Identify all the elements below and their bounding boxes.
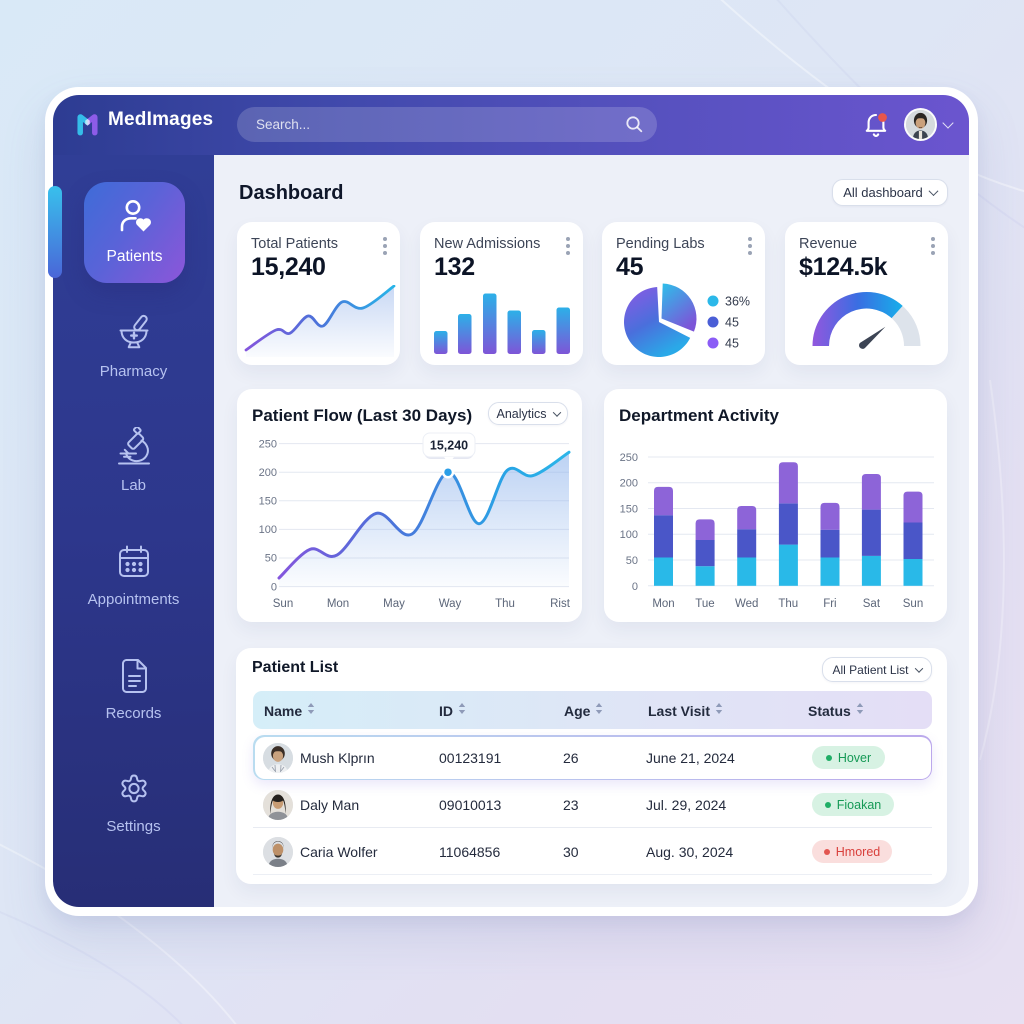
svg-text:45: 45 [725,337,739,351]
svg-text:Mon: Mon [327,598,349,610]
svg-text:Sun: Sun [273,598,293,610]
svg-text:Thu: Thu [778,598,798,610]
svg-text:200: 200 [259,467,277,479]
svg-text:100: 100 [620,529,638,541]
svg-text:Fri: Fri [823,598,836,610]
svg-text:250: 250 [259,439,277,451]
svg-text:150: 150 [259,496,277,508]
svg-text:50: 50 [626,555,638,567]
svg-text:50: 50 [265,553,277,565]
svg-text:Sun: Sun [903,598,923,610]
svg-text:200: 200 [620,478,638,490]
svg-text:Mon: Mon [652,598,674,610]
svg-text:Sat: Sat [863,598,881,610]
svg-text:150: 150 [620,504,638,516]
svg-text:0: 0 [632,581,638,593]
svg-text:0: 0 [271,582,277,594]
svg-text:45: 45 [725,316,739,330]
svg-text:Rist: Rist [550,598,571,610]
svg-text:Wed: Wed [735,598,758,610]
svg-text:250: 250 [620,452,638,464]
svg-text:Thu: Thu [495,598,515,610]
svg-text:Tue: Tue [695,598,714,610]
svg-text:Way: Way [439,598,462,610]
svg-text:May: May [383,598,405,610]
svg-text:100: 100 [259,524,277,536]
svg-text:36%: 36% [725,295,750,309]
svg-text:15,240: 15,240 [430,439,468,453]
